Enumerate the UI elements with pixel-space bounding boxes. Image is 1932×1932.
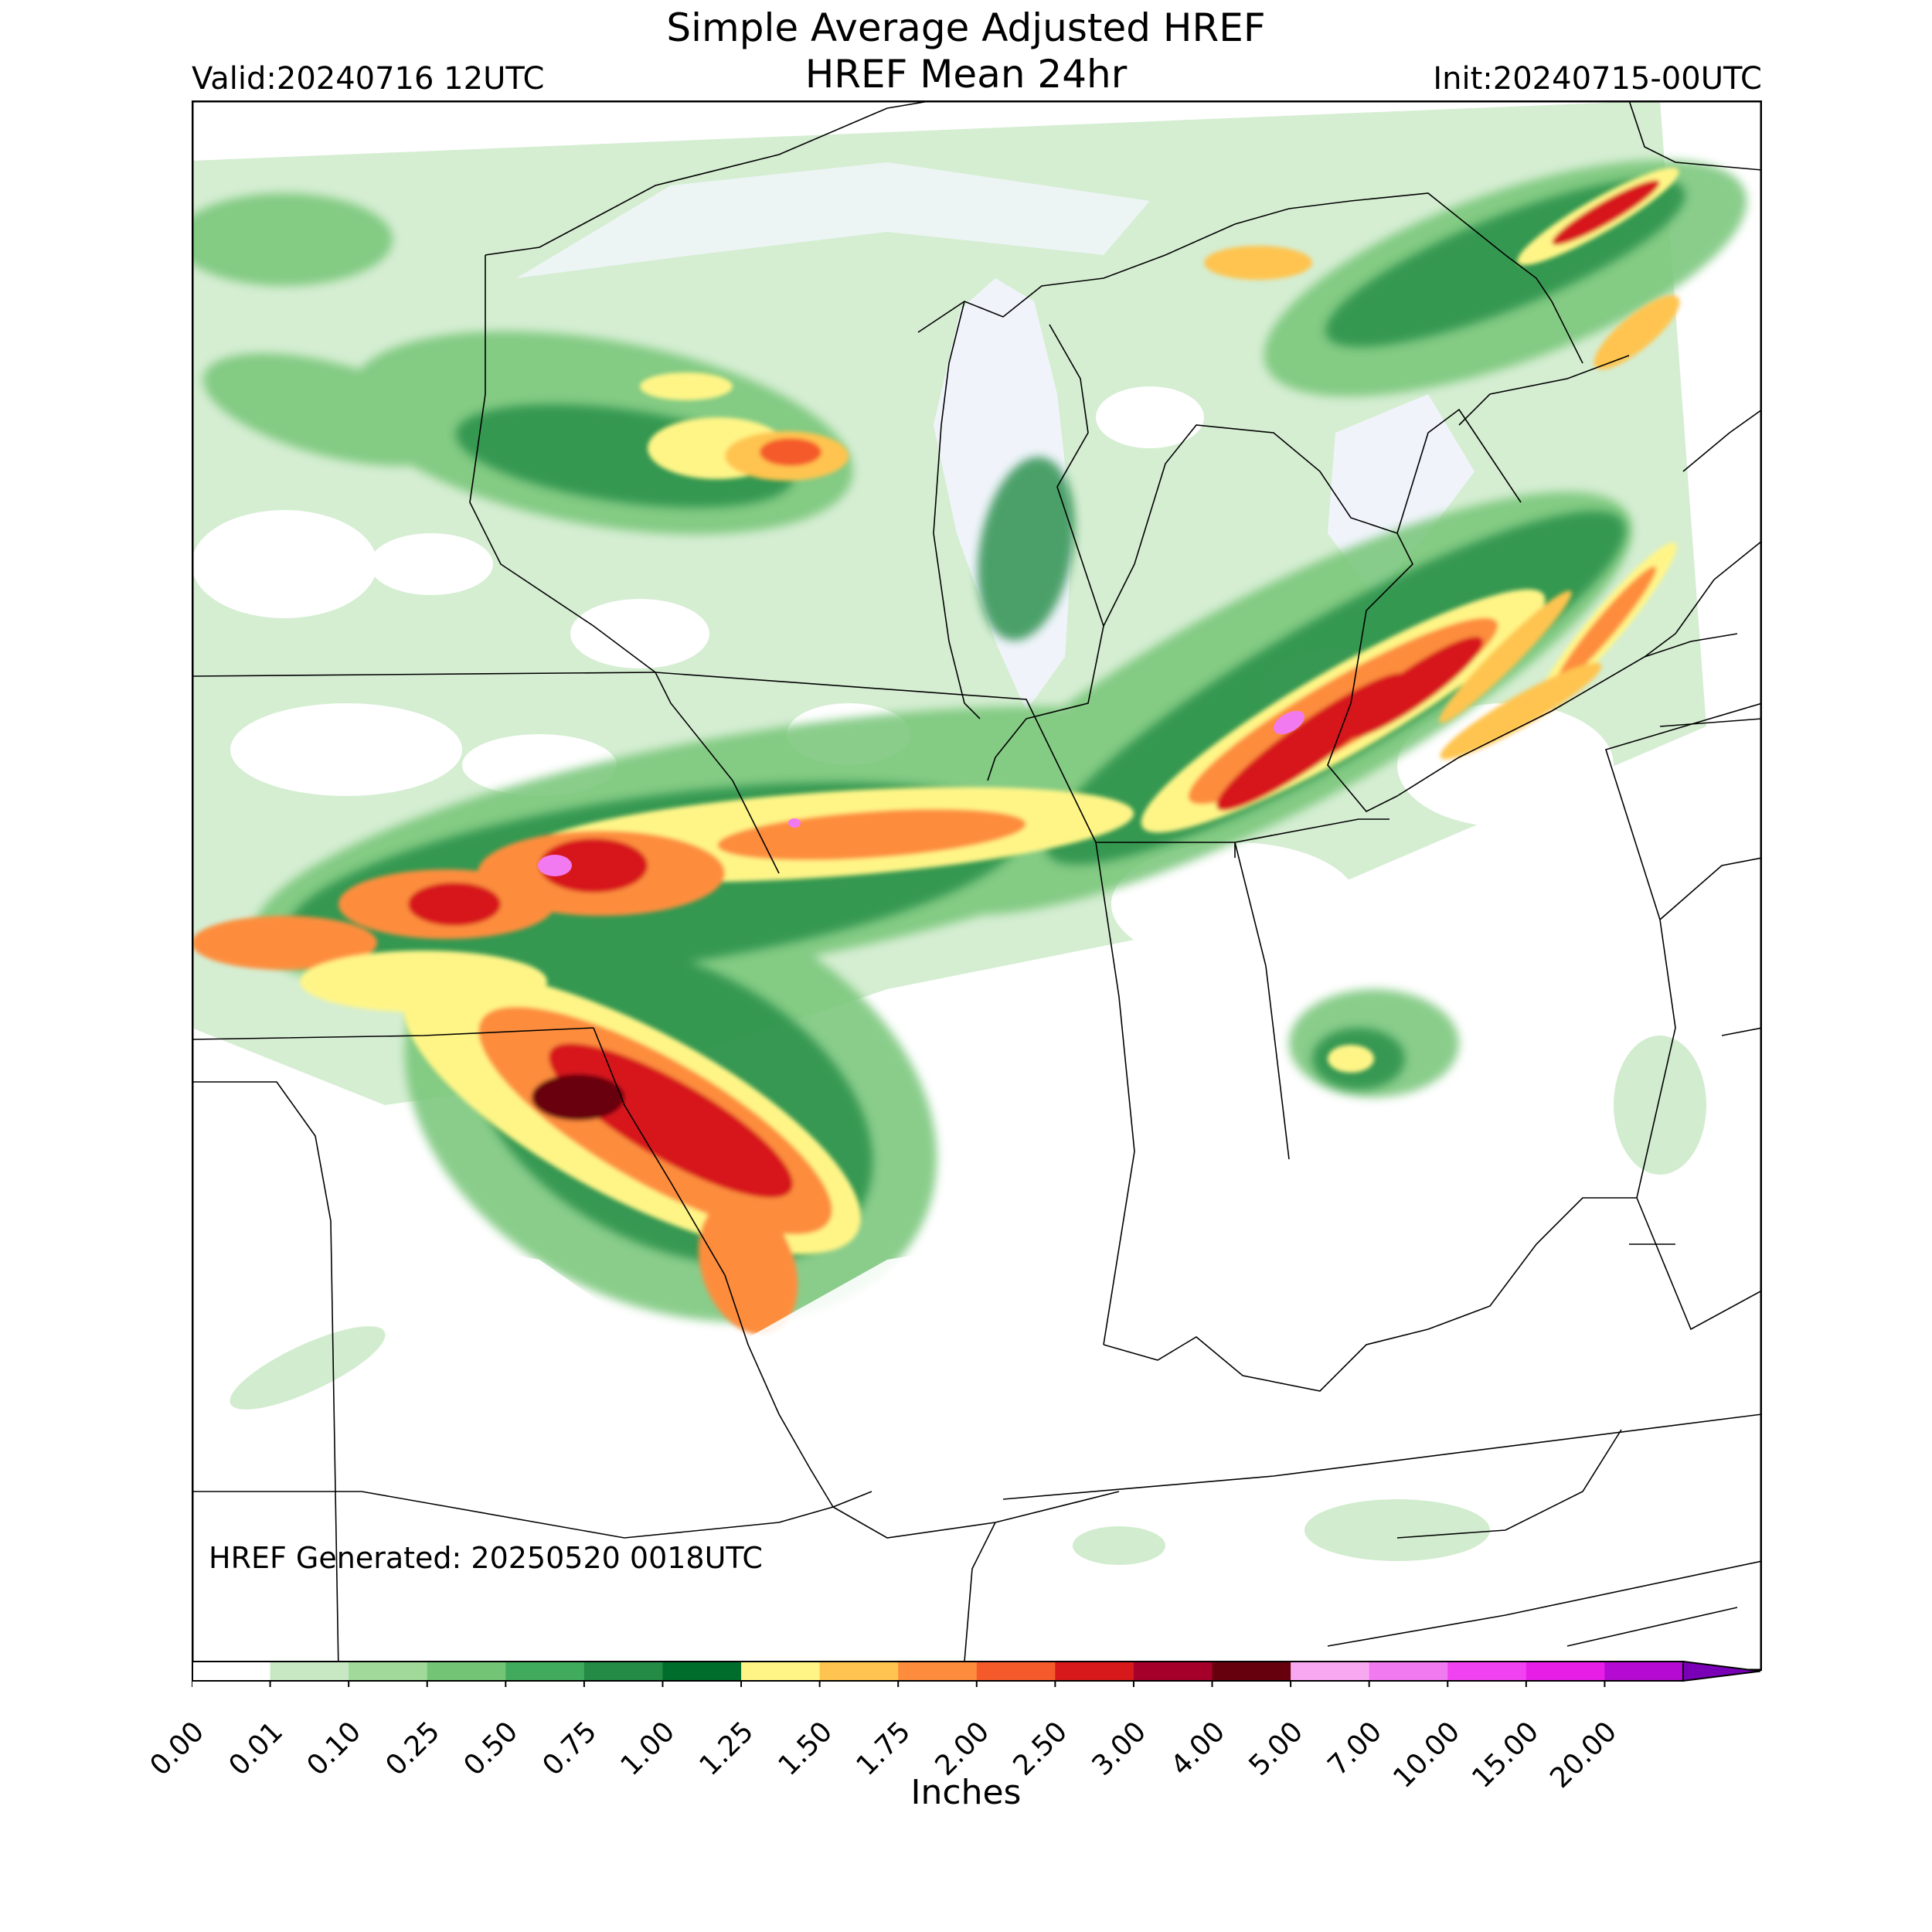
colorbar-units-label: Inches: [910, 1773, 1022, 1812]
colorbar-bin: [1447, 1662, 1527, 1681]
colorbar-bin: [1133, 1662, 1213, 1681]
colorbar-bin: [976, 1662, 1056, 1681]
colorbar-bin: [898, 1662, 978, 1681]
colorbar-bin: [662, 1662, 742, 1681]
colorbar-bin: [1291, 1662, 1370, 1681]
precipitation-map: [192, 100, 1762, 1671]
generated-timestamp: HREF Generated: 20250520 0018UTC: [209, 1541, 763, 1575]
colorbar-bin: [1604, 1662, 1684, 1681]
colorbar-bin: [741, 1662, 821, 1681]
colorbar-bin: [1526, 1662, 1605, 1681]
valid-time-label: Valid:20240716 12UTC: [192, 61, 545, 97]
chart-title: Simple Average Adjusted HREF: [666, 5, 1266, 50]
colorbar-bin: [505, 1662, 585, 1681]
colorbar-bin: [427, 1662, 506, 1681]
init-time-label: Init:20240715-00UTC: [1433, 61, 1762, 97]
extreme-precip-spots: [538, 710, 1304, 876]
colorbar-bin: [349, 1662, 428, 1681]
colorbar-bin: [1055, 1662, 1134, 1681]
colorbar-bin: [270, 1662, 349, 1681]
colorbar-bin: [1369, 1662, 1448, 1681]
colorbar-bin: [583, 1662, 663, 1681]
colorbar-outline: [192, 1661, 1684, 1682]
colorbar-extend-arrow: [1682, 1660, 1761, 1682]
intense-precip: [192, 168, 1680, 1335]
colorbar-bin: [819, 1662, 899, 1681]
colorbar-bin: [192, 1662, 271, 1681]
chart-subtitle: HREF Mean 24hr: [804, 52, 1128, 97]
scattered-light-south: [230, 1036, 1706, 1565]
colorbar: [192, 1660, 1761, 1687]
lake-superior-water: [516, 162, 1150, 278]
dry-south: [192, 912, 1762, 1671]
colorbar-bin: [1212, 1662, 1291, 1681]
boundaries: [192, 100, 1762, 1671]
